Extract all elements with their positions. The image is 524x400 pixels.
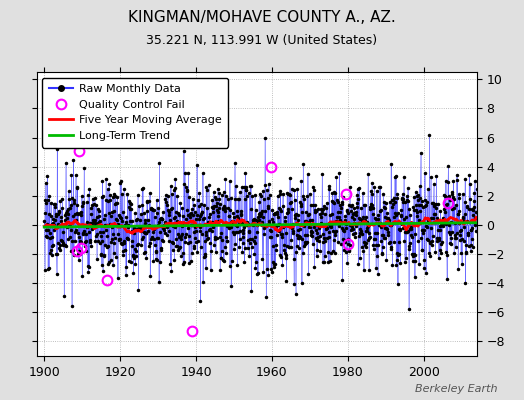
Text: KINGMAN/MOHAVE COUNTY A., AZ.: KINGMAN/MOHAVE COUNTY A., AZ. bbox=[128, 10, 396, 25]
Text: Berkeley Earth: Berkeley Earth bbox=[416, 384, 498, 394]
Legend: Raw Monthly Data, Quality Control Fail, Five Year Moving Average, Long-Term Tren: Raw Monthly Data, Quality Control Fail, … bbox=[42, 78, 228, 148]
Text: 35.221 N, 113.991 W (United States): 35.221 N, 113.991 W (United States) bbox=[146, 34, 378, 47]
